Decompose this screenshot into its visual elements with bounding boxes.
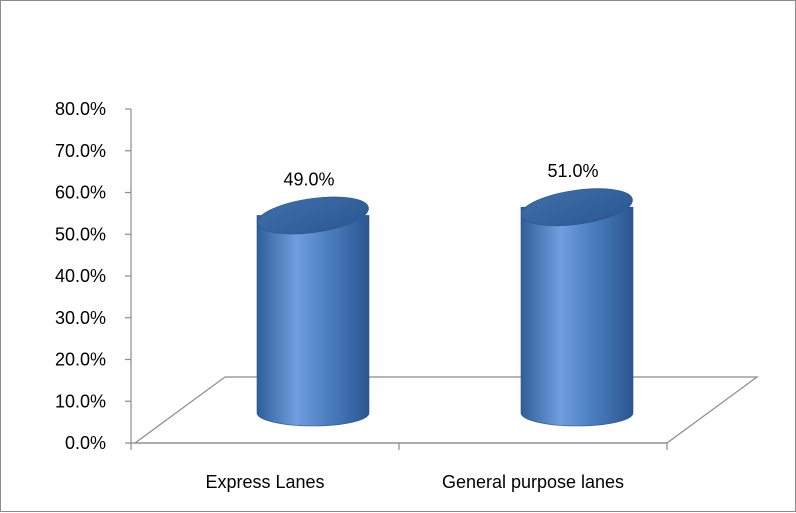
x-axis: Express Lanes General purpose lanes [130,442,668,492]
y-tick-label: 50.0% [55,224,106,244]
y-tick-label: 0.0% [65,433,106,453]
y-tick-label: 10.0% [55,391,106,411]
x-category-label: General purpose lanes [442,472,624,492]
bar-top [257,196,369,235]
y-tick-label: 40.0% [55,266,106,286]
y-tick-label: 20.0% [55,350,106,370]
bar-body [256,215,370,427]
bar-general-purpose-lanes [520,188,634,427]
data-label: 49.0% [283,169,334,189]
y-axis: 0.0% 10.0% 20.0% 30.0% 40.0% 50.0% 60.0% 70.0% 8… [55,99,132,453]
bar-express-lanes [256,196,370,427]
chart-floor [133,376,759,444]
data-label: 51.0% [547,161,598,181]
floor-plane [133,376,759,444]
y-tick-label: 60.0% [55,183,106,203]
bar-body [520,206,634,427]
bar-series: 49.0% 51.0% [256,161,634,427]
bar-top [521,188,633,227]
x-category-label: Express Lanes [205,472,324,492]
y-tick-label: 80.0% [55,99,106,119]
y-tick-label: 70.0% [55,141,106,161]
y-tick-label: 30.0% [55,308,106,328]
